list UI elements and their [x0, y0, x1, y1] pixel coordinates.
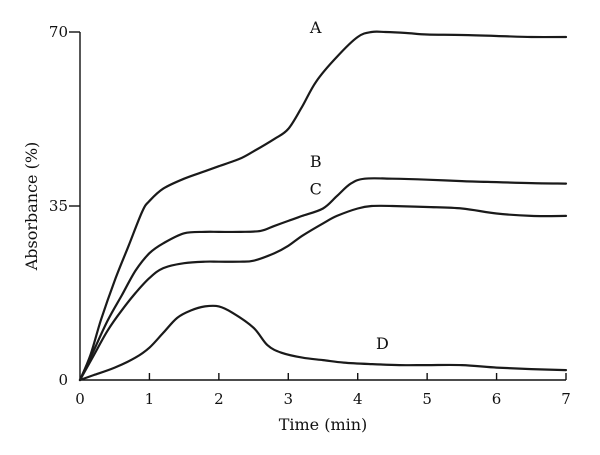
y-ticks: 0 35 70: [49, 23, 80, 389]
series-b-label: B: [310, 152, 322, 171]
x-tick-label: 7: [561, 390, 571, 408]
series-b-line: [78, 177, 568, 382]
x-tick-label: 3: [284, 390, 294, 408]
x-axis-title: Time (min): [279, 415, 368, 434]
y-tick-label: 70: [49, 23, 68, 41]
y-tick-label: 0: [58, 371, 68, 389]
y-axis-title: Absorbance (%): [22, 142, 41, 272]
x-tick-label: 5: [422, 390, 432, 408]
series-d-label: D: [376, 334, 389, 353]
series-c-label: C: [310, 179, 322, 198]
x-ticks: 0 1 2 3 4 5 6 7: [75, 373, 571, 408]
series-d-line: [78, 304, 568, 382]
axes: [79, 32, 566, 381]
x-tick-label: 6: [492, 390, 502, 408]
series-group: [78, 30, 568, 382]
x-tick-label: 4: [353, 390, 363, 408]
series-a-label: A: [309, 18, 322, 37]
series-a-line: [78, 30, 568, 382]
y-tick-label: 35: [49, 197, 68, 215]
x-tick-label: 2: [214, 390, 224, 408]
x-tick-label: 0: [75, 390, 85, 408]
series-labels: A BC D: [309, 18, 389, 353]
x-tick-label: 1: [145, 390, 155, 408]
series-c-line: [78, 204, 568, 382]
